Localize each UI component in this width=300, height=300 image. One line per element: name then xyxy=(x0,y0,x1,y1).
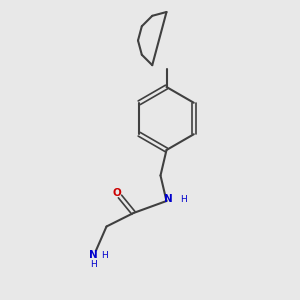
Text: H: H xyxy=(180,195,186,204)
Text: N: N xyxy=(88,250,98,260)
Text: O: O xyxy=(112,188,121,198)
Text: H: H xyxy=(101,250,108,260)
Text: N: N xyxy=(164,194,172,205)
Text: H: H xyxy=(90,260,96,269)
